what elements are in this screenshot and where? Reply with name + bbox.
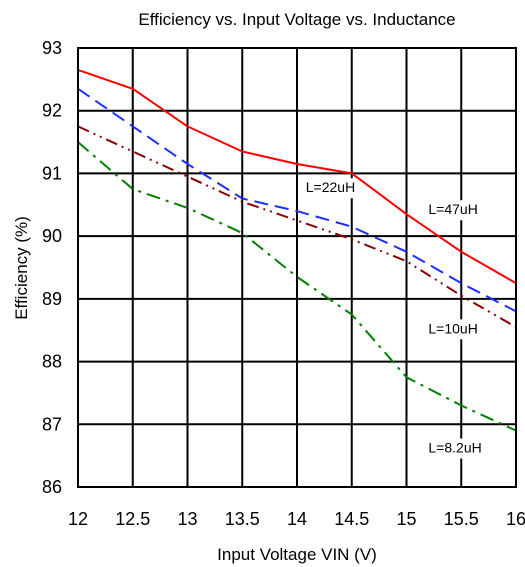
y-tick-label: 93 bbox=[42, 38, 62, 58]
chart-title: Efficiency vs. Input Voltage vs. Inducta… bbox=[138, 10, 455, 29]
series-line-l-10uh bbox=[77, 125, 517, 328]
y-tick-label: 91 bbox=[42, 163, 62, 183]
x-axis-label: Input Voltage VIN (V) bbox=[217, 545, 377, 564]
x-tick-label: 13 bbox=[177, 509, 197, 529]
y-tick-label: 87 bbox=[42, 414, 62, 434]
annotation-label: L=10uH bbox=[428, 320, 477, 336]
x-tick-label: 15 bbox=[396, 509, 416, 529]
annotation-backdrop bbox=[303, 178, 356, 199]
x-tick-label: 12.5 bbox=[115, 509, 150, 529]
y-axis-label: Efficiency (%) bbox=[12, 216, 31, 320]
series-line-l-22uh bbox=[77, 87, 517, 313]
annotation-label: L=22uH bbox=[306, 179, 355, 195]
plot-frame bbox=[77, 47, 517, 488]
x-tick-label: 14 bbox=[287, 509, 307, 529]
grid bbox=[77, 47, 517, 488]
x-tick-label: 15.5 bbox=[444, 509, 479, 529]
annotations: L=22uH L=47uH L=10uH L=8.2uH bbox=[303, 178, 487, 459]
x-tick-label: 16 bbox=[506, 509, 525, 529]
series-line-l-47uh bbox=[77, 68, 517, 285]
x-tick-label: 12 bbox=[68, 509, 88, 529]
y-tick-label: 89 bbox=[42, 289, 62, 309]
x-tick-label: 14.5 bbox=[334, 509, 369, 529]
x-tick-label: 13.5 bbox=[225, 509, 260, 529]
y-tick-label: 86 bbox=[42, 477, 62, 497]
annotation-label: L=8.2uH bbox=[428, 440, 481, 456]
annotation-backdrop bbox=[426, 200, 479, 221]
annotation-backdrop bbox=[426, 438, 487, 459]
annotation-backdrop bbox=[426, 319, 479, 340]
series-line-l-8-2uh bbox=[77, 141, 517, 432]
y-tick-label: 90 bbox=[42, 226, 62, 246]
series-lines bbox=[77, 68, 517, 432]
tick-labels: 12 12.5 13 13.5 14 14.5 15 15.5 16 86 87 88 89 90 91 92… bbox=[42, 38, 525, 529]
y-tick-label: 88 bbox=[42, 352, 62, 372]
annotation-label: L=47uH bbox=[428, 201, 477, 217]
y-tick-label: 92 bbox=[42, 101, 62, 121]
